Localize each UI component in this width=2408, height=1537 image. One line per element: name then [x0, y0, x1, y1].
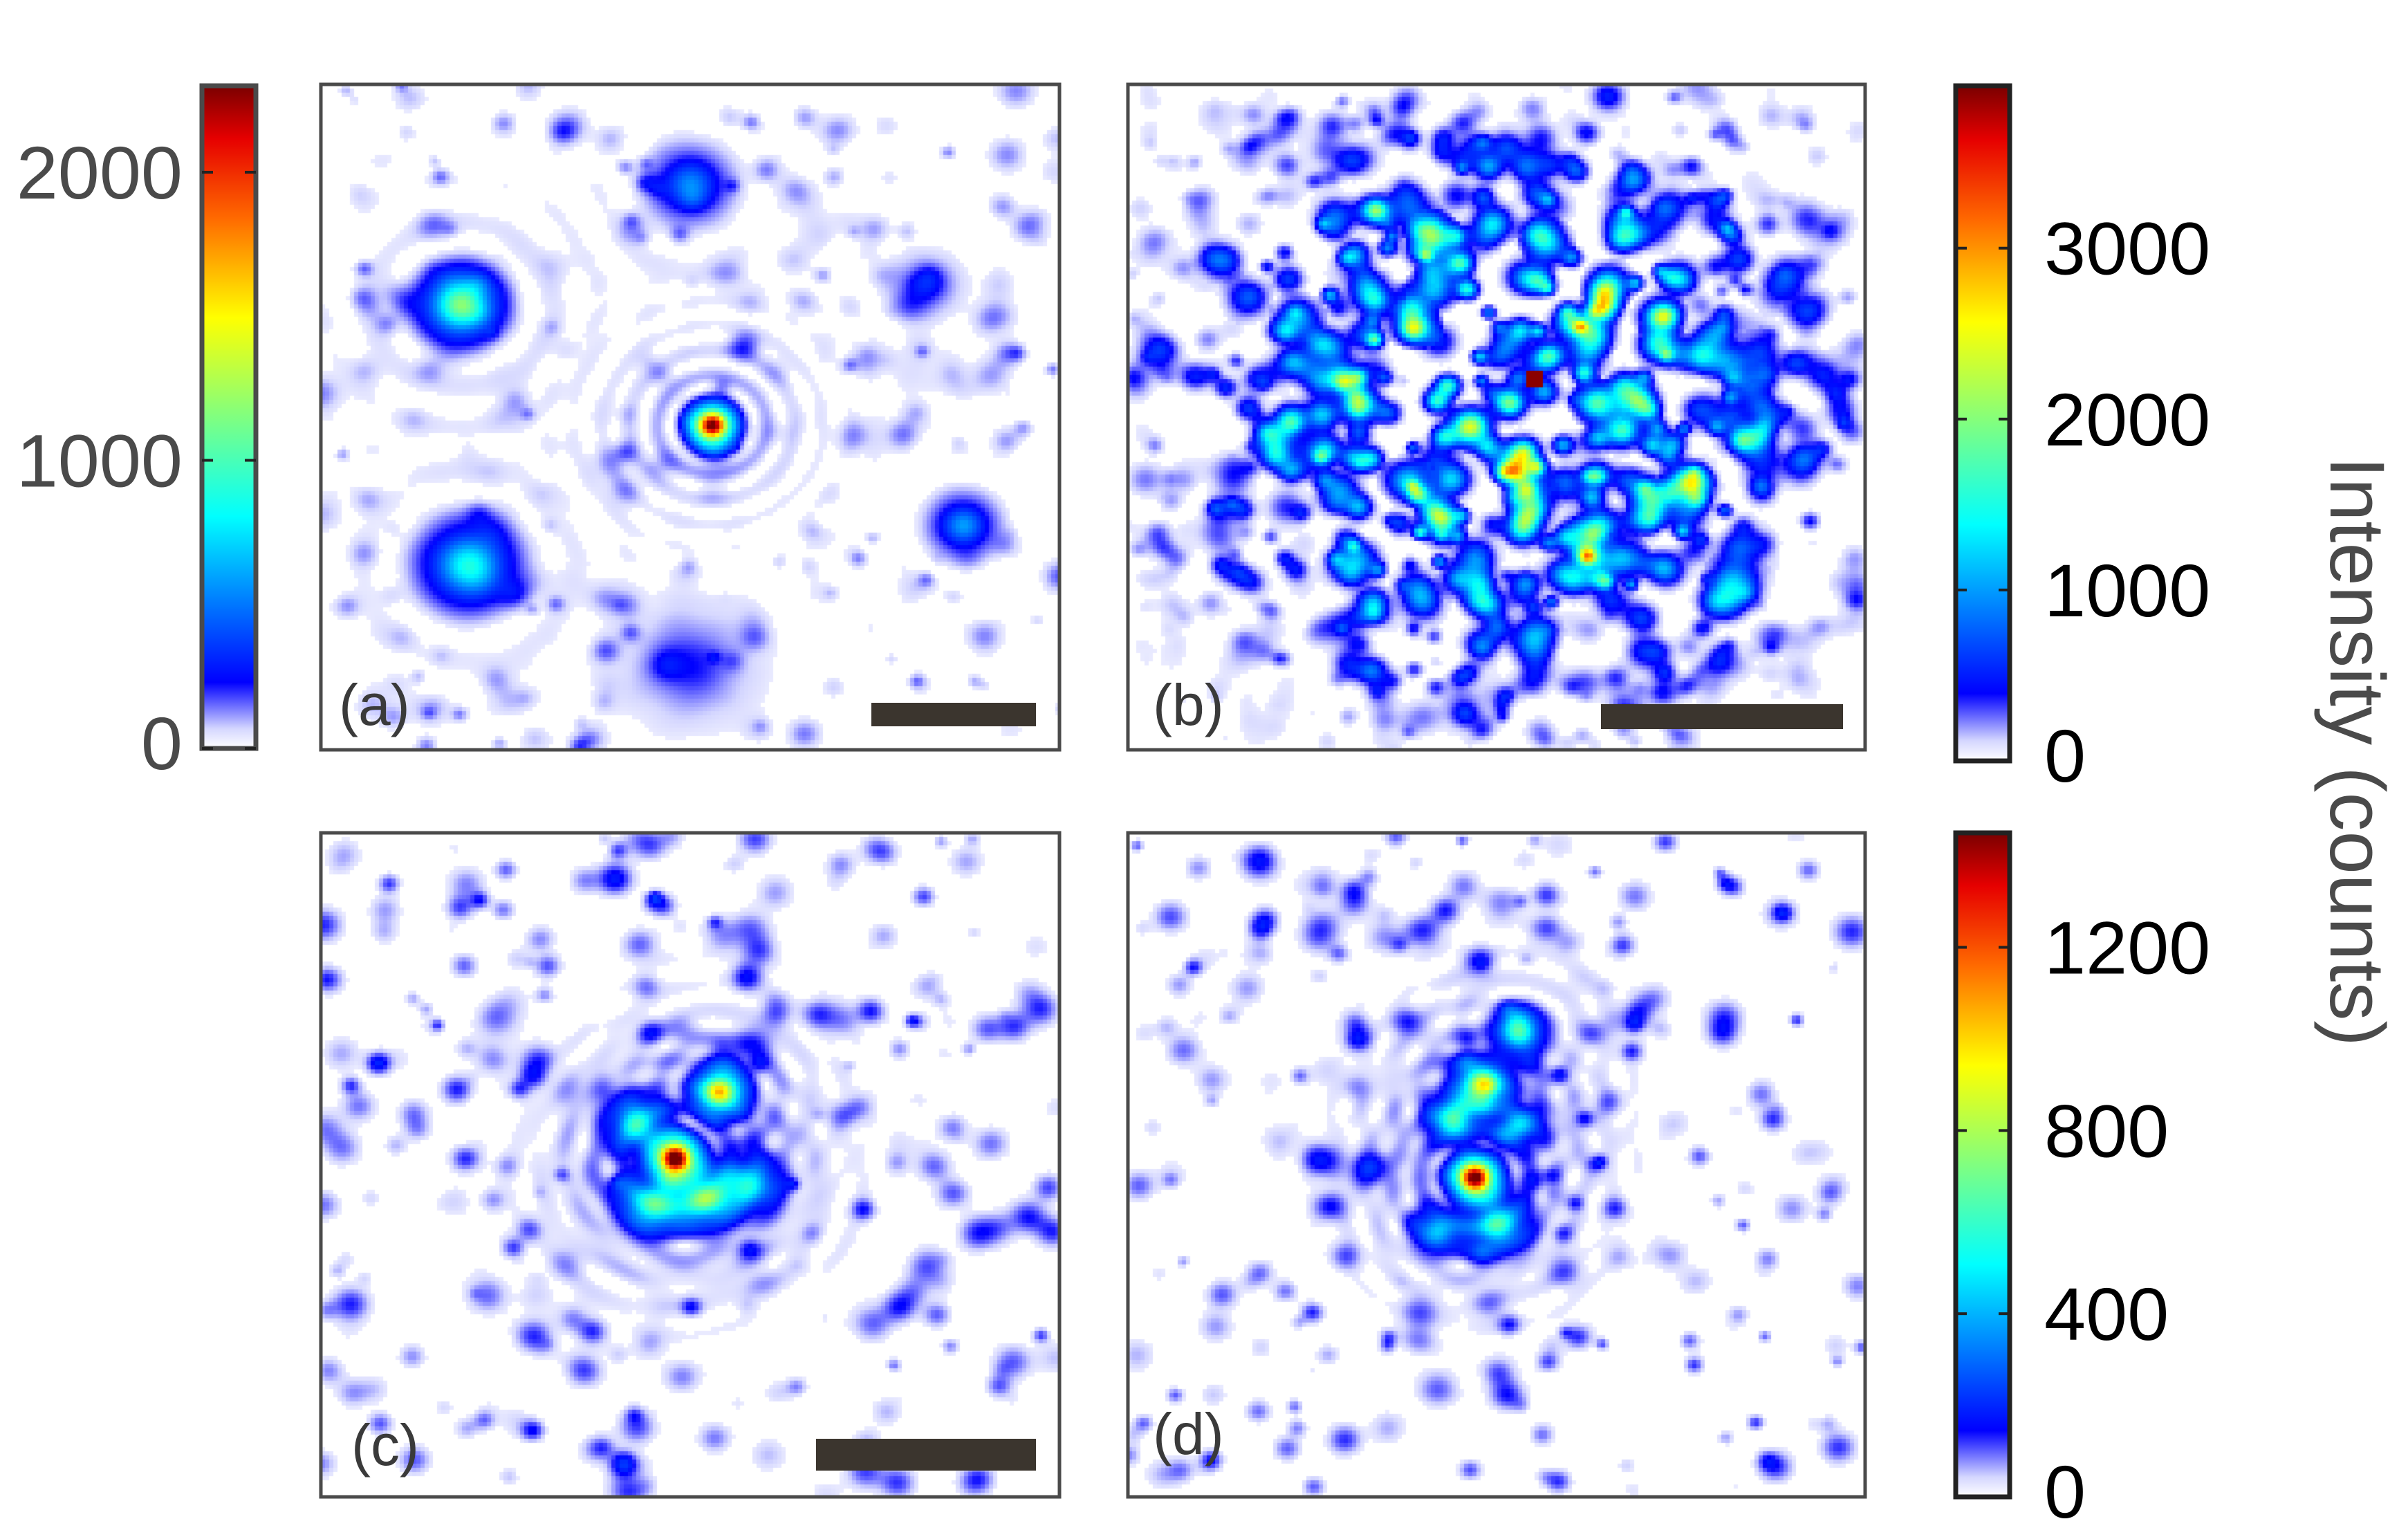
panel-c-frame — [319, 831, 1062, 1499]
colorbar-a-ramp — [199, 83, 259, 751]
colorbar-tick-label: 3000 — [2044, 207, 2210, 291]
colorbar-tick-label: 1000 — [17, 418, 183, 502]
colorbar-axis-label: Intensity (counts) — [2314, 457, 2400, 1047]
scale-bar-c — [816, 1439, 1036, 1471]
colorbar-tick-label: 0 — [141, 701, 183, 785]
colorbar-cd: 0 400 800 1200 — [1953, 830, 2210, 1534]
colorbar-cd-ramp — [1953, 830, 2012, 1500]
panel-b: (b) — [1126, 82, 1867, 752]
panel-a-label: (a) — [339, 672, 410, 737]
colorbar-b-ramp — [1953, 83, 2012, 764]
panel-d: (d) — [1126, 831, 1867, 1499]
colorbar-tick-label: 0 — [2044, 1450, 2086, 1534]
colorbar-b: 0 1000 2000 3000 — [1953, 83, 2210, 798]
panel-d-label: (d) — [1153, 1401, 1224, 1466]
heatmap-c — [321, 833, 1059, 1497]
colorbar-tick-label: 1200 — [2044, 906, 2210, 990]
heatmap-a — [321, 84, 1059, 750]
panel-d-frame — [1126, 831, 1867, 1499]
colorbar-tick-label: 2000 — [17, 131, 183, 214]
scale-bar-a — [871, 703, 1036, 726]
panel-c-label: (c) — [351, 1412, 419, 1478]
panel-a-frame — [319, 82, 1062, 752]
colorbar-tick-label: 2000 — [2044, 378, 2210, 461]
heatmap-b — [1128, 84, 1865, 750]
panel-c: (c) — [319, 831, 1062, 1499]
scale-bar-b — [1601, 704, 1843, 729]
panel-a: (a) — [319, 82, 1062, 752]
heatmap-d — [1128, 833, 1865, 1497]
colorbar-tick-label: 400 — [2044, 1272, 2169, 1356]
colorbar-tick-label: 1000 — [2044, 549, 2210, 632]
colorbar-tick-label: 800 — [2044, 1089, 2169, 1172]
panel-b-label: (b) — [1153, 672, 1224, 737]
panel-b-frame — [1126, 82, 1867, 752]
colorbar-a: 0 1000 2000 — [17, 83, 259, 785]
colorbar-tick-label: 0 — [2044, 714, 2086, 798]
